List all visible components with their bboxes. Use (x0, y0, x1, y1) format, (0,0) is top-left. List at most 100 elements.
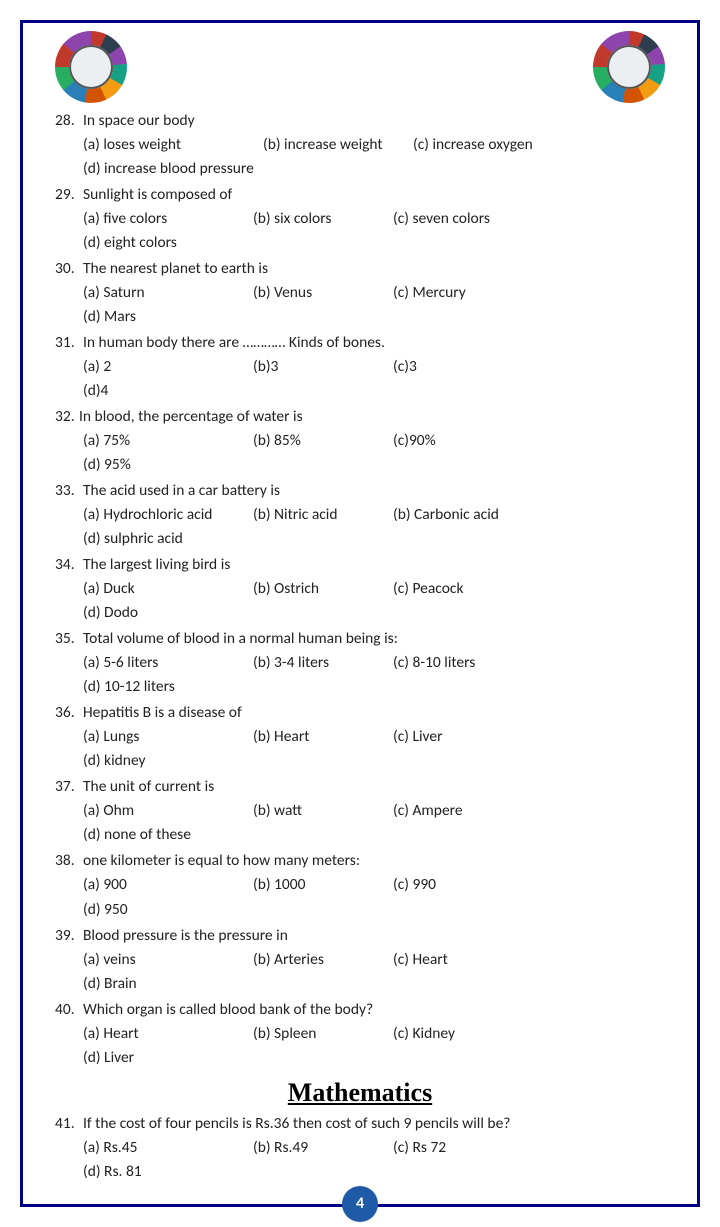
option: (b)3 (253, 355, 393, 379)
option: (b) Arteries (253, 948, 393, 972)
option: (c)3 (393, 355, 563, 379)
option: (a) Rs.45 (83, 1136, 253, 1160)
option: (c) increase oxygen (413, 133, 543, 157)
question-number: 36. (55, 701, 83, 725)
question-text: Blood pressure is the pressure in (83, 924, 288, 948)
question: 34.The largest living bird is(a) Duck(b)… (55, 553, 665, 625)
question-row: 36.Hepatitis B is a disease of (55, 701, 665, 725)
option: (b) increase weight (263, 133, 413, 157)
option: (b) six colors (253, 207, 393, 231)
question-row: 28.In space our body (55, 109, 665, 133)
option: (b) Venus (253, 281, 393, 305)
question-text: Which organ is called blood bank of the … (83, 998, 373, 1022)
option: (d) Rs. 81 (83, 1160, 213, 1184)
question-row: 35.Total volume of blood in a normal hum… (55, 627, 665, 651)
option: (a) 75% (83, 429, 253, 453)
option-row: (a) Ohm(b) watt(c) Ampere(d) none of the… (55, 799, 665, 847)
option: (c) Rs 72 (393, 1136, 563, 1160)
option-row: (a) Hydrochloric acid(b) Nitric acid(b) … (55, 503, 665, 551)
option: (c) Heart (393, 948, 563, 972)
option: (a) Lungs (83, 725, 253, 749)
option: (d) 10-12 liters (83, 675, 213, 699)
math-question-list: 41.If the cost of four pencils is Rs.36 … (55, 1112, 665, 1184)
option-row: (a) veins(b) Arteries(c) Heart(d) Brain (55, 948, 665, 996)
option: (a) 900 (83, 873, 253, 897)
option-row: (a) Heart(b) Spleen(c) Kidney (d) Liver (55, 1022, 665, 1070)
option: (a) Heart (83, 1022, 253, 1046)
question-number: 34. (55, 553, 83, 577)
option-row: (a) Saturn(b) Venus(c) Mercury (d) Mars (55, 281, 665, 329)
option: (c) Mercury (393, 281, 563, 305)
option: (a) Duck (83, 577, 253, 601)
question-row: 31.In human body there are ………… Kinds of… (55, 331, 665, 355)
option: (d) none of these (83, 823, 213, 847)
question-number: 28. (55, 109, 83, 133)
option: (a) Ohm (83, 799, 253, 823)
question-text: Sunlight is composed of (83, 183, 232, 207)
question-text: The nearest planet to earth is (83, 257, 268, 281)
question-row: 38.one kilometer is equal to how many me… (55, 849, 665, 873)
question-text: one kilometer is equal to how many meter… (83, 849, 360, 873)
question-text: In blood, the percentage of water is (79, 405, 303, 429)
option: (a) veins (83, 948, 253, 972)
question-number: 38. (55, 849, 83, 873)
option: (d) Liver (83, 1046, 213, 1070)
question-number: 41. (55, 1112, 83, 1136)
option-row: (a) 900(b) 1000(c) 990(d) 950 (55, 873, 665, 921)
question-row: 34.The largest living bird is (55, 553, 665, 577)
question-text: If the cost of four pencils is Rs.36 the… (83, 1112, 510, 1136)
option: (a) Saturn (83, 281, 253, 305)
question-number: 29. (55, 183, 83, 207)
question-row: 39.Blood pressure is the pressure in (55, 924, 665, 948)
option-row: (a) five colors(b) six colors(c) seven c… (55, 207, 665, 255)
option-row: (a) Rs.45(b) Rs.49(c) Rs 72 (d) Rs. 81 (55, 1136, 665, 1184)
option: (b) Spleen (253, 1022, 393, 1046)
question: 38.one kilometer is equal to how many me… (55, 849, 665, 921)
option: (d) increase blood pressure (83, 157, 254, 181)
option: (a) 2 (83, 355, 253, 379)
question-row: 40.Which organ is called blood bank of t… (55, 998, 665, 1022)
option: (c) Liver (393, 725, 563, 749)
question-text: The largest living bird is (83, 553, 230, 577)
option: (d) Dodo (83, 601, 213, 625)
option: (d)4 (83, 379, 213, 403)
question: 33.The acid used in a car battery is(a) … (55, 479, 665, 551)
option: (c) 8-10 liters (393, 651, 563, 675)
option-row: (a) 5-6 liters(b) 3-4 liters(c) 8-10 lit… (55, 651, 665, 699)
option-row: (a) 2(b)3(c)3 (d)4 (55, 355, 665, 403)
option: (d) kidney (83, 749, 213, 773)
question-number: 33. (55, 479, 83, 503)
option: (a) five colors (83, 207, 253, 231)
question-text: The acid used in a car battery is (83, 479, 280, 503)
option: (d) Mars (83, 305, 213, 329)
option: (d) eight colors (83, 231, 213, 255)
option-row: (a) Lungs(b) Heart(c) Liver (d) kidney (55, 725, 665, 773)
option-row: (d) increase blood pressure (55, 157, 665, 181)
option: (c) seven colors (393, 207, 563, 231)
option: (c) Kidney (393, 1022, 563, 1046)
question: 37.The unit of current is(a) Ohm(b) watt… (55, 775, 665, 847)
option: (b) Nitric acid (253, 503, 393, 527)
option: (b) Carbonic acid (393, 503, 563, 527)
option-row: (a) Duck(b) Ostrich(c) Peacock(d) Dodo (55, 577, 665, 625)
question-text: Hepatitis B is a disease of (83, 701, 242, 725)
question-row: 30.The nearest planet to earth is (55, 257, 665, 281)
question: 30.The nearest planet to earth is(a) Sat… (55, 257, 665, 329)
exam-page: 28.In space our body(a) loses weight(b) … (20, 20, 700, 1207)
question-row: 37.The unit of current is (55, 775, 665, 799)
option: (b) 85% (253, 429, 393, 453)
question: 29.Sunlight is composed of(a) five color… (55, 183, 665, 255)
question-list: 28.In space our body(a) loses weight(b) … (55, 109, 665, 1070)
question: 41.If the cost of four pencils is Rs.36 … (55, 1112, 665, 1184)
question-row: 41.If the cost of four pencils is Rs.36 … (55, 1112, 665, 1136)
option: (b) 3-4 liters (253, 651, 393, 675)
question: 40.Which organ is called blood bank of t… (55, 998, 665, 1070)
option: (b) watt (253, 799, 393, 823)
question-number: 32. (55, 405, 79, 429)
option: (b) Heart (253, 725, 393, 749)
question: 28.In space our body(a) loses weight(b) … (55, 109, 665, 181)
org-logo-right (593, 31, 665, 103)
question-row: 29.Sunlight is composed of (55, 183, 665, 207)
option: (b) Rs.49 (253, 1136, 393, 1160)
question-number: 31. (55, 331, 83, 355)
